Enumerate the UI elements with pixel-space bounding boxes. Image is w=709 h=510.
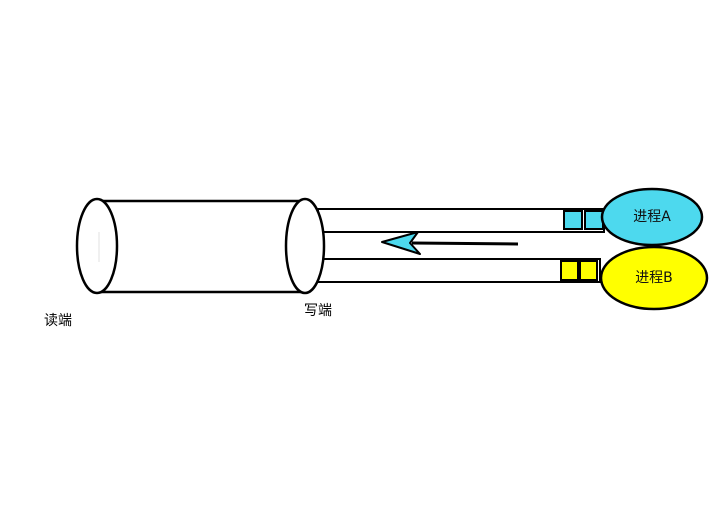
- arrow-head-icon: [381, 231, 421, 255]
- process-a-data-blocks: [563, 210, 604, 230]
- process-a-tube: [317, 208, 605, 233]
- process-b-node: 进程B: [599, 245, 709, 311]
- write-end-label: 写端: [304, 303, 332, 319]
- process-a-ellipse: [600, 187, 704, 247]
- data-block: [579, 260, 598, 281]
- process-b-ellipse: [599, 245, 709, 311]
- process-b-tube: [317, 258, 601, 283]
- process-b-data-blocks: [560, 260, 598, 281]
- process-b-label: 进程B: [635, 270, 673, 286]
- read-end-label: 读端: [44, 312, 72, 329]
- cylinder-right-end: [284, 197, 326, 295]
- flow-arrow: [381, 231, 519, 255]
- cylinder-left-end: [75, 197, 119, 295]
- arrow-shaft: [411, 241, 519, 246]
- data-block: [584, 210, 604, 230]
- data-block: [560, 260, 579, 281]
- data-block: [563, 210, 583, 230]
- process-a-node: 进程A: [600, 187, 704, 247]
- pipe-cylinder: [75, 197, 305, 295]
- process-a-label: 进程A: [633, 209, 671, 225]
